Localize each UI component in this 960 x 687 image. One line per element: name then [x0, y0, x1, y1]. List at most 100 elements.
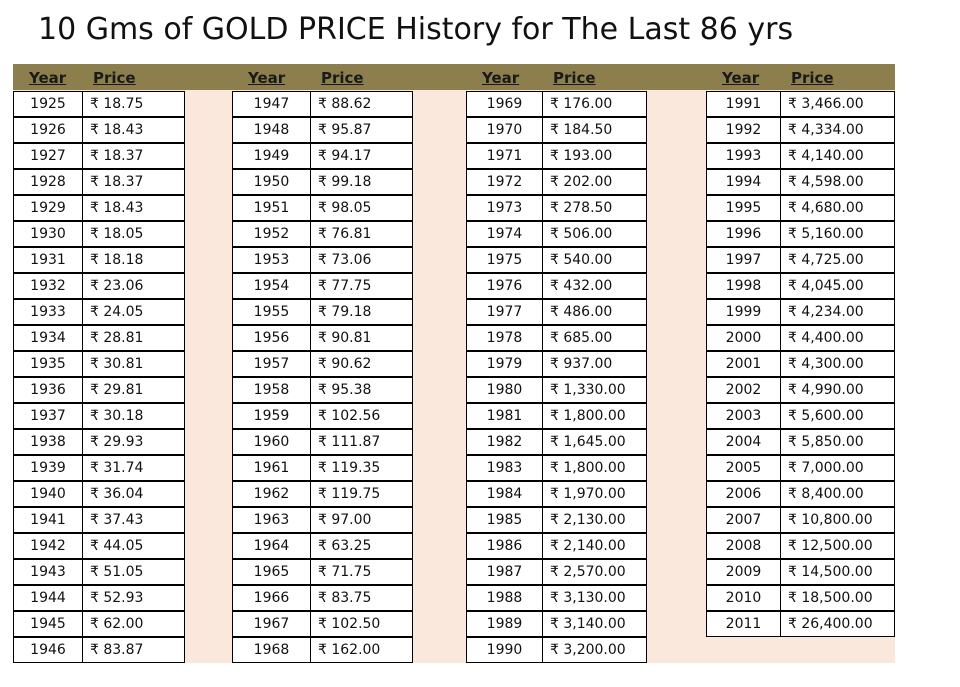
price-cell: ₹ 88.62 — [310, 91, 413, 117]
year-cell: 1960 — [232, 429, 311, 455]
year-cell: 1969 — [466, 91, 543, 117]
year-cell: 1939 — [13, 455, 83, 481]
year-cell: 1931 — [13, 247, 83, 273]
year-cell: 1989 — [466, 611, 543, 637]
price-cell: ₹ 1,800.00 — [542, 455, 647, 481]
year-cell: 1978 — [466, 325, 543, 351]
price-cell: ₹ 4,990.00 — [780, 377, 895, 403]
price-cell: ₹ 95.87 — [310, 117, 413, 143]
year-cell: 1999 — [706, 299, 781, 325]
price-cell: ₹ 3,200.00 — [542, 637, 647, 663]
year-cell: 1983 — [466, 455, 543, 481]
year-cell: 1996 — [706, 221, 781, 247]
price-cell: ₹ 119.35 — [310, 455, 413, 481]
year-cell: 2009 — [706, 559, 781, 585]
price-cell: ₹ 2,570.00 — [542, 559, 647, 585]
year-cell: 1961 — [232, 455, 311, 481]
price-cell: ₹ 2,140.00 — [542, 533, 647, 559]
price-cell: ₹ 90.62 — [310, 351, 413, 377]
year-cell: 1985 — [466, 507, 543, 533]
year-cell: 1953 — [232, 247, 311, 273]
price-cell: ₹ 10,800.00 — [780, 507, 895, 533]
price-cell: ₹ 94.17 — [310, 143, 413, 169]
header-year: Year — [248, 69, 286, 87]
year-cell: 1942 — [13, 533, 83, 559]
year-cell: 1967 — [232, 611, 311, 637]
year-cell: 1937 — [13, 403, 83, 429]
year-cell: 2010 — [706, 585, 781, 611]
price-cell: ₹ 1,645.00 — [542, 429, 647, 455]
year-cell: 1926 — [13, 117, 83, 143]
year-cell: 2006 — [706, 481, 781, 507]
price-cell: ₹ 5,600.00 — [780, 403, 895, 429]
price-cell: ₹ 29.93 — [82, 429, 185, 455]
year-cell: 1998 — [706, 273, 781, 299]
price-cell: ₹ 90.81 — [310, 325, 413, 351]
year-cell: 1993 — [706, 143, 781, 169]
price-cell: ₹ 102.50 — [310, 611, 413, 637]
price-cell: ₹ 4,234.00 — [780, 299, 895, 325]
price-cell: ₹ 506.00 — [542, 221, 647, 247]
header-price: Price — [553, 69, 596, 87]
price-cell: ₹ 18.43 — [82, 195, 185, 221]
year-cell: 1959 — [232, 403, 311, 429]
year-cell: 1986 — [466, 533, 543, 559]
price-cell: ₹ 98.05 — [310, 195, 413, 221]
year-cell: 1979 — [466, 351, 543, 377]
price-cell: ₹ 71.75 — [310, 559, 413, 585]
year-cell: 1936 — [13, 377, 83, 403]
price-cell: ₹ 3,140.00 — [542, 611, 647, 637]
year-cell: 2003 — [706, 403, 781, 429]
price-cell: ₹ 4,725.00 — [780, 247, 895, 273]
year-cell: 2007 — [706, 507, 781, 533]
year-cell: 1991 — [706, 91, 781, 117]
header-price: Price — [93, 69, 136, 87]
price-cell: ₹ 29.81 — [82, 377, 185, 403]
year-cell: 1928 — [13, 169, 83, 195]
price-cell: ₹ 4,400.00 — [780, 325, 895, 351]
price-cell: ₹ 12,500.00 — [780, 533, 895, 559]
price-cell: ₹ 95.38 — [310, 377, 413, 403]
price-cell: ₹ 162.00 — [310, 637, 413, 663]
price-cell: ₹ 4,334.00 — [780, 117, 895, 143]
price-cell: ₹ 193.00 — [542, 143, 647, 169]
price-cell: ₹ 685.00 — [542, 325, 647, 351]
price-cell: ₹ 4,680.00 — [780, 195, 895, 221]
price-cell: ₹ 18,500.00 — [780, 585, 895, 611]
year-cell: 1984 — [466, 481, 543, 507]
year-cell: 2001 — [706, 351, 781, 377]
year-cell: 1976 — [466, 273, 543, 299]
price-cell: ₹ 36.04 — [82, 481, 185, 507]
price-cell: ₹ 278.50 — [542, 195, 647, 221]
price-cell: ₹ 18.05 — [82, 221, 185, 247]
year-cell: 1955 — [232, 299, 311, 325]
price-cell: ₹ 8,400.00 — [780, 481, 895, 507]
year-cell: 1951 — [232, 195, 311, 221]
price-cell: ₹ 432.00 — [542, 273, 647, 299]
price-cell: ₹ 62.00 — [82, 611, 185, 637]
price-cell: ₹ 14,500.00 — [780, 559, 895, 585]
price-cell: ₹ 176.00 — [542, 91, 647, 117]
year-cell: 1956 — [232, 325, 311, 351]
price-cell: ₹ 7,000.00 — [780, 455, 895, 481]
price-cell: ₹ 51.05 — [82, 559, 185, 585]
price-cell: ₹ 31.74 — [82, 455, 185, 481]
year-cell: 2005 — [706, 455, 781, 481]
year-cell: 1932 — [13, 273, 83, 299]
price-cell: ₹ 18.43 — [82, 117, 185, 143]
year-cell: 1948 — [232, 117, 311, 143]
title: 10 Gms of GOLD PRICE History for The Las… — [38, 12, 794, 47]
price-cell: ₹ 18.18 — [82, 247, 185, 273]
year-cell: 1954 — [232, 273, 311, 299]
year-cell: 1940 — [13, 481, 83, 507]
header-price: Price — [321, 69, 364, 87]
price-cell: ₹ 540.00 — [542, 247, 647, 273]
price-cell: ₹ 4,300.00 — [780, 351, 895, 377]
year-cell: 1972 — [466, 169, 543, 195]
price-cell: ₹ 73.06 — [310, 247, 413, 273]
price-cell: ₹ 5,850.00 — [780, 429, 895, 455]
price-cell: ₹ 30.18 — [82, 403, 185, 429]
year-cell: 1952 — [232, 221, 311, 247]
year-cell: 2004 — [706, 429, 781, 455]
